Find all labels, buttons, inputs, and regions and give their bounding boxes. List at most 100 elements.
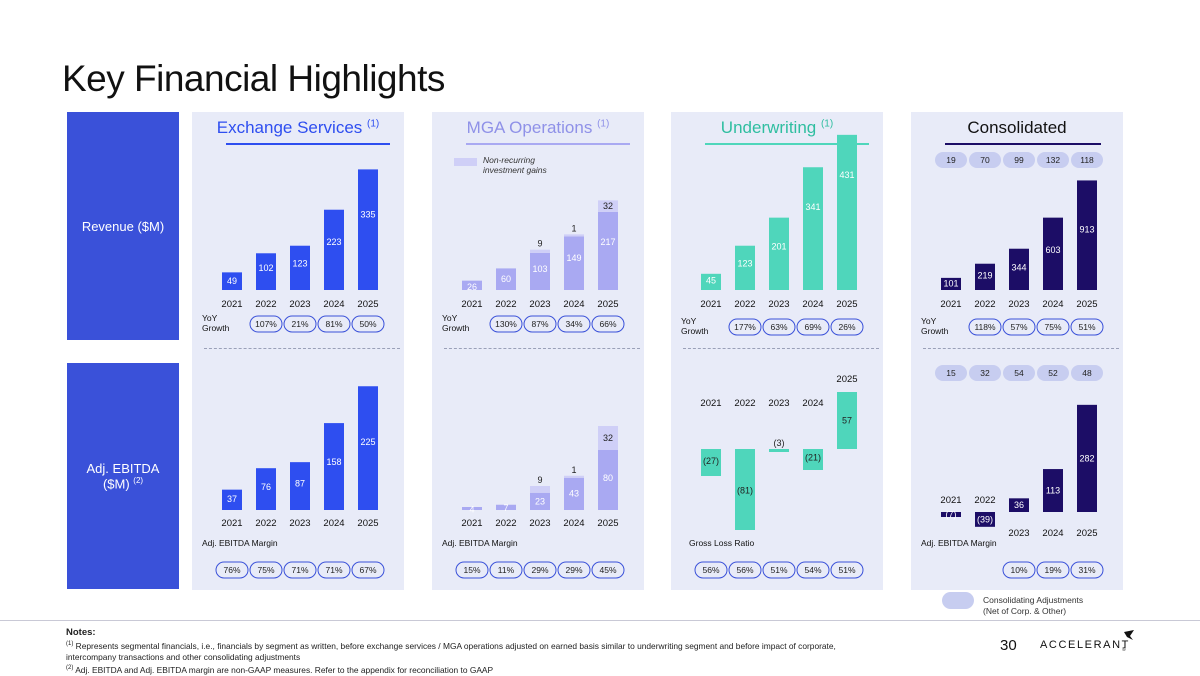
exchange-ebitda-label-2023: 87 — [295, 479, 305, 489]
consol-rev-bar-2021 — [941, 277, 961, 290]
divider-consolidated — [923, 348, 1119, 349]
mga-ebitda-label-2024: 43 — [569, 488, 579, 498]
uw-rev-bar-2024 — [803, 167, 823, 290]
consol-yoy-3-pill — [1036, 318, 1070, 336]
ebitda-row-label: Adj. EBITDA ($M) (2) — [67, 363, 179, 589]
consol-ebitda-year-2023: 2023 — [1008, 528, 1029, 539]
exchange-rev-bar-2024 — [324, 209, 344, 290]
ebitda-row-label-sup: (2) — [133, 475, 144, 485]
consol-ebitda-adj-2021-pill — [935, 365, 967, 381]
mga-ebitda-gain-label-2025: 32 — [603, 433, 613, 443]
exchange-rev-year-2022: 2022 — [255, 299, 276, 310]
page-title: Key Financial Highlights — [62, 58, 445, 99]
mga-ebitda-label-2023: 23 — [535, 497, 545, 507]
exchange-yoy-label-1: YoY — [202, 313, 218, 323]
mga-margin-2025-pill — [591, 561, 625, 579]
uw-ebitda-bar-2023 — [769, 449, 789, 452]
mga-yoy-1-pill — [489, 315, 523, 333]
consol-yoy-label-2: Growth — [921, 326, 949, 336]
uw-loss-ratio-2021-pill — [694, 561, 728, 579]
mga-rev-label-2024: 149 — [566, 253, 581, 263]
consol-margin-2023: 10% — [1010, 565, 1027, 575]
note-1-text: Represents segmental financials, i.e., f… — [66, 640, 836, 662]
consol-rev-adj-2022-pill — [969, 152, 1001, 168]
uw-ebitda-bar-2025 — [837, 392, 857, 449]
mga-rev-year-2022: 2022 — [495, 299, 516, 310]
consol-ebitda-year-2021: 2021 — [940, 495, 961, 506]
uw-loss-ratio-2024: 54% — [804, 565, 821, 575]
uw-loss-ratio-2022: 56% — [736, 565, 753, 575]
consol-ebitda-label-2025: 282 — [1079, 453, 1094, 463]
divider-exchange — [204, 348, 400, 349]
exchange-ebitda-label-2024: 158 — [326, 457, 341, 467]
consol-ebitda-bar-2023 — [1009, 498, 1029, 512]
mga-ebitda-year-2025: 2025 — [597, 518, 618, 529]
consol-ebitda-bar-2024 — [1043, 469, 1063, 512]
uw-rev-label-2024: 341 — [805, 202, 820, 212]
exchange-margin-label: Adj. EBITDA Margin — [202, 538, 278, 548]
uw-rev-year-2024: 2024 — [802, 299, 823, 310]
notes-heading: Notes: — [66, 627, 96, 638]
exchange-ebitda-label-2021: 37 — [227, 494, 237, 504]
exchange-yoy-1: 107% — [255, 319, 277, 329]
mga-rev-gain-label-2025: 32 — [603, 201, 613, 211]
mga-yoy-2: 87% — [531, 319, 548, 329]
mga-ebitda-year-2024: 2024 — [563, 518, 584, 529]
exchange-ebitda-label-2022: 76 — [261, 482, 271, 492]
exchange-margin-2023: 71% — [291, 565, 308, 575]
exchange-margin-2021-pill — [215, 561, 249, 579]
mga-ebitda-bar-2024 — [564, 477, 584, 510]
consol-ebitda-year-2024: 2024 — [1042, 528, 1063, 539]
consol-rev-year-2021: 2021 — [940, 299, 961, 310]
exchange-yoy-1-pill — [249, 315, 283, 333]
exchange-margin-2024: 71% — [325, 565, 342, 575]
revenue-row-label: Revenue ($M) — [67, 112, 179, 340]
exchange-yoy-3: 81% — [325, 319, 342, 329]
mga-ebitda-gain-bar-2025 — [598, 426, 618, 450]
exchange-margin-2021: 76% — [223, 565, 240, 575]
mga-yoy-2-pill — [523, 315, 557, 333]
exchange-rev-label-2024: 223 — [326, 237, 341, 247]
exchange-ebitda-label-2025: 225 — [360, 437, 375, 447]
uw-rev-bar-2025 — [837, 134, 857, 290]
mga-ebitda-label-2022: 7 — [503, 503, 508, 513]
consol-ebitda-adj-2022: 32 — [980, 368, 990, 378]
consol-ebitda-adj-2022-pill — [969, 365, 1001, 381]
mga-ebitda-bar-2025 — [598, 450, 618, 510]
mga-rev-label-2021: 26 — [467, 282, 477, 292]
divider-mga — [444, 348, 640, 349]
mga-yoy-3-pill — [557, 315, 591, 333]
mga-yoy-1: 130% — [495, 319, 517, 329]
uw-loss-ratio-2024-pill — [796, 561, 830, 579]
uw-yoy-1: 177% — [734, 322, 756, 332]
uw-loss-ratio-2023-pill — [762, 561, 796, 579]
consol-rev-year-2025: 2025 — [1076, 299, 1097, 310]
mga-ebitda-gain-label-2023: 9 — [537, 475, 542, 485]
consol-ebitda-adj-2021: 15 — [946, 368, 956, 378]
consol-rev-bar-2023 — [1009, 248, 1029, 290]
consol-rev-bar-2022 — [975, 263, 995, 290]
mga-rev-gain-bar-2025 — [598, 200, 618, 212]
mga-ebitda-gain-bar-2023 — [530, 486, 550, 493]
uw-loss-ratio-2025-pill — [830, 561, 864, 579]
panel-underline-exchange — [226, 143, 390, 145]
panel-mga — [432, 112, 644, 590]
uw-ebitda-year-2023: 2023 — [768, 398, 789, 409]
revenue-row-label-text: Revenue ($M) — [81, 218, 165, 234]
exchange-rev-bar-2021 — [222, 272, 242, 290]
uw-rev-label-2023: 201 — [771, 242, 786, 252]
panel-title-mga-sup: (1) — [597, 118, 610, 130]
exchange-ebitda-year-2025: 2025 — [357, 518, 378, 529]
mga-yoy-label-1: YoY — [442, 313, 458, 323]
panel-underline-mga — [466, 143, 630, 145]
consol-ebitda-label-2024: 113 — [1046, 486, 1060, 496]
consol-margin-label: Adj. EBITDA Margin — [921, 538, 997, 548]
mga-ebitda-bar-2021 — [462, 507, 482, 510]
legend-nonrecurring-swatch — [454, 158, 477, 166]
legend-consolidating-text: Consolidating Adjustments (Net of Corp. &… — [983, 595, 1103, 617]
consol-rev-bar-2025 — [1077, 180, 1097, 290]
legend-consolidating-line1: Consolidating Adjustments — [983, 595, 1084, 605]
mga-margin-2022: 11% — [498, 565, 515, 575]
exchange-yoy-3-pill — [317, 315, 351, 333]
consol-margin-2023-pill — [1002, 561, 1036, 579]
